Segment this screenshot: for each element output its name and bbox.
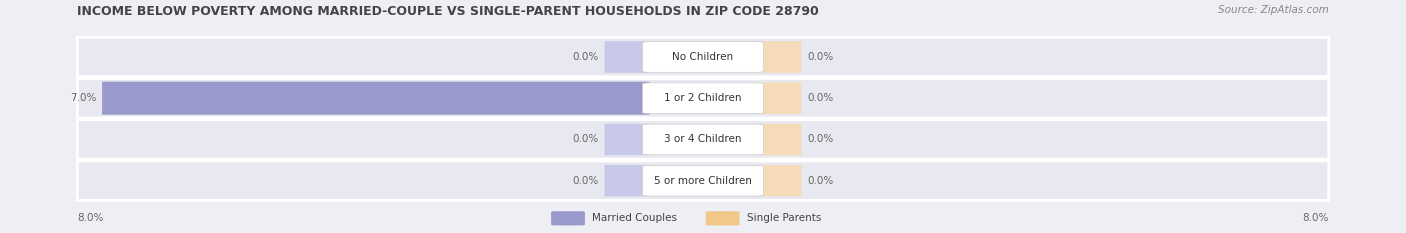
Text: 5 or more Children: 5 or more Children	[654, 176, 752, 186]
Text: No Children: No Children	[672, 52, 734, 62]
FancyBboxPatch shape	[103, 82, 650, 115]
FancyBboxPatch shape	[643, 124, 763, 155]
Text: 8.0%: 8.0%	[77, 213, 104, 223]
Text: 1 or 2 Children: 1 or 2 Children	[664, 93, 742, 103]
Text: INCOME BELOW POVERTY AMONG MARRIED-COUPLE VS SINGLE-PARENT HOUSEHOLDS IN ZIP COD: INCOME BELOW POVERTY AMONG MARRIED-COUPL…	[77, 5, 820, 18]
FancyBboxPatch shape	[77, 161, 1329, 200]
Text: 0.0%: 0.0%	[572, 134, 599, 144]
FancyBboxPatch shape	[605, 165, 650, 196]
FancyBboxPatch shape	[77, 79, 1329, 118]
FancyBboxPatch shape	[756, 165, 801, 196]
Text: 8.0%: 8.0%	[1302, 213, 1329, 223]
FancyBboxPatch shape	[77, 120, 1329, 159]
Text: Married Couples: Married Couples	[592, 213, 676, 223]
Text: 0.0%: 0.0%	[807, 93, 834, 103]
FancyBboxPatch shape	[643, 83, 763, 113]
FancyBboxPatch shape	[605, 124, 650, 155]
FancyBboxPatch shape	[605, 41, 650, 73]
FancyBboxPatch shape	[756, 41, 801, 73]
Text: 0.0%: 0.0%	[572, 52, 599, 62]
FancyBboxPatch shape	[756, 124, 801, 155]
FancyBboxPatch shape	[643, 42, 763, 72]
Text: 0.0%: 0.0%	[807, 52, 834, 62]
Text: 3 or 4 Children: 3 or 4 Children	[664, 134, 742, 144]
Text: Single Parents: Single Parents	[747, 213, 821, 223]
FancyBboxPatch shape	[643, 165, 763, 196]
FancyBboxPatch shape	[706, 211, 740, 226]
FancyBboxPatch shape	[551, 211, 585, 226]
FancyBboxPatch shape	[77, 37, 1329, 77]
Text: 7.0%: 7.0%	[70, 93, 97, 103]
Text: 0.0%: 0.0%	[572, 176, 599, 186]
Text: Source: ZipAtlas.com: Source: ZipAtlas.com	[1218, 5, 1329, 15]
FancyBboxPatch shape	[756, 82, 801, 114]
Text: 0.0%: 0.0%	[807, 134, 834, 144]
Text: 0.0%: 0.0%	[807, 176, 834, 186]
